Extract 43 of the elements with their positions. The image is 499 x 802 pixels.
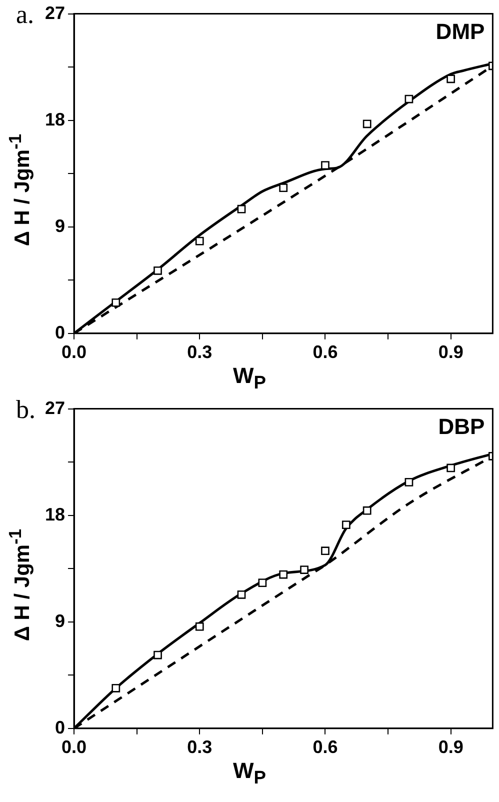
x-tick-label: 0.3 [187,342,212,362]
y-tick-label: 27 [44,2,66,23]
annotation: DMP [436,18,485,44]
point [279,570,288,579]
point [154,266,162,275]
point [237,590,246,599]
y-tick-label: 9 [55,216,66,236]
point [237,204,246,214]
point [258,578,267,587]
point [446,74,456,84]
y-tick-label: 18 [44,504,66,524]
x-tick-label: 0.3 [187,737,212,758]
x-tick-label: 0.0 [62,342,87,362]
annotation: DBP [438,414,485,439]
point [404,478,414,486]
x-tick-label: 0.0 [62,737,87,758]
point [279,184,288,192]
y-tick-label: 27 [44,398,66,418]
point [321,161,330,170]
point [195,236,204,246]
y-tick-label: 18 [44,109,66,130]
point [342,520,350,529]
point [195,622,204,631]
y-tick-label: 9 [55,610,66,631]
point [404,94,414,104]
point [112,298,120,307]
point [300,566,308,574]
point [154,650,162,660]
point [446,464,456,472]
x-axis-title: W$_{P}$ [232,758,267,788]
point [362,506,372,515]
x-tick-label: 0.6 [312,737,338,758]
text: b. [16,395,36,425]
y-tick-label: 0 [55,717,66,738]
point [321,546,330,556]
text: a. [16,0,34,30]
y-tick-label: 0 [55,322,66,342]
x-tick-label: 0.9 [438,342,464,362]
x-tick-label: 0.6 [312,342,338,362]
point [112,684,120,692]
x-tick-label: 0.9 [438,737,464,758]
x-axis-title: W$_{P}$ [232,362,267,393]
point [362,120,372,128]
